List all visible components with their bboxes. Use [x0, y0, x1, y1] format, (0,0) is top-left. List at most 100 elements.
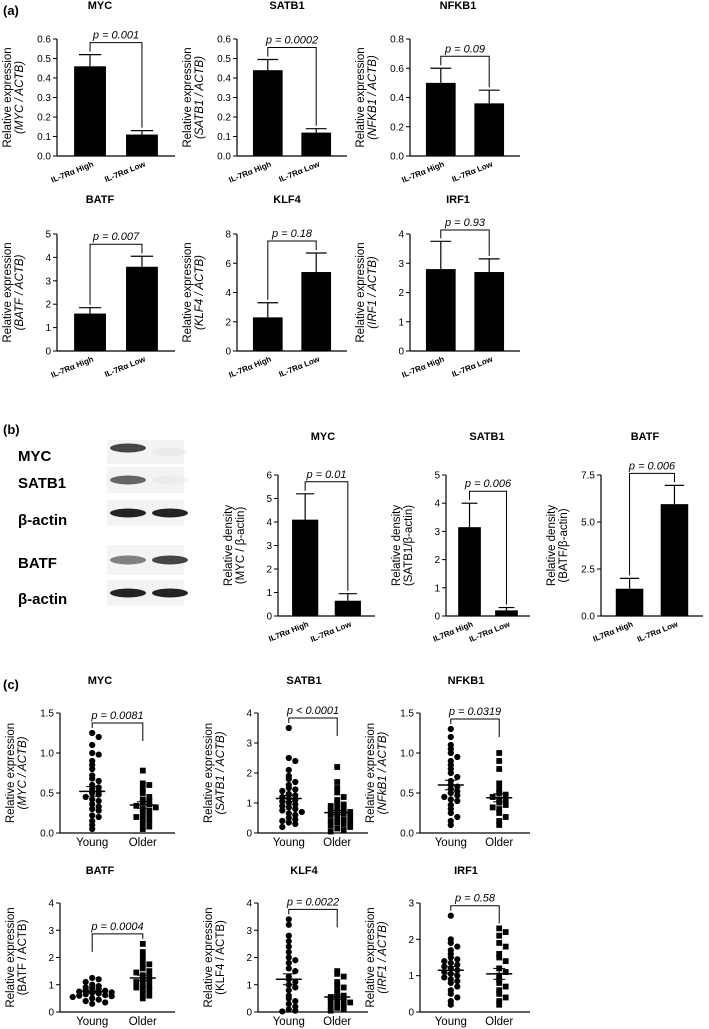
data-point-young [285, 995, 292, 1002]
y-axis-label: Relative expression [355, 242, 367, 342]
x-tick-label: Older [129, 1016, 157, 1028]
data-point-young [95, 996, 102, 1003]
data-point-young [292, 778, 299, 786]
blot-row-2: β-actin [18, 500, 188, 529]
data-point-older [496, 806, 503, 812]
y-tick-label: 3 [246, 926, 252, 937]
data-point-young [454, 773, 461, 781]
data-point-older [146, 818, 153, 824]
data-point-older [133, 802, 140, 809]
y-tick-label: 2 [398, 288, 404, 299]
data-point-young [89, 765, 96, 773]
y-tick-label: 0.0 [217, 152, 231, 163]
data-point-young [279, 802, 286, 810]
y-axis-label: Relative expression [5, 723, 17, 823]
bar [425, 82, 456, 156]
data-point-older [502, 994, 509, 1001]
data-point-older [139, 796, 146, 803]
y-tick-label: 2 [45, 300, 51, 311]
data-point-young [279, 798, 286, 805]
y-tick-label: 1 [398, 317, 404, 328]
data-point-young [285, 819, 292, 826]
data-point-young [292, 801, 299, 808]
data-point-young [292, 957, 299, 964]
data-point-older [340, 821, 347, 827]
data-point-older [334, 789, 341, 796]
chart-batf: BATF Relative expression (BATF / ACTB) 0 1 2 3… [2, 194, 175, 380]
data-point-young [454, 994, 461, 1001]
y-tick-label: 2 [266, 565, 272, 576]
y-tick-label: 0.1 [37, 132, 51, 143]
y-tick-label: 4 [434, 499, 440, 510]
data-point-young [292, 757, 299, 765]
data-point-young [292, 816, 299, 823]
data-point-young [441, 974, 448, 981]
y-tick-label: 0.3 [217, 93, 231, 104]
y-axis-label: Relative density [546, 505, 558, 586]
y-tick-label: 0.6 [37, 35, 51, 46]
data-point-older [502, 983, 509, 990]
y-axis-label: Relative expression [182, 242, 194, 342]
bar [252, 317, 283, 351]
chart-title: IRF1 [446, 194, 470, 206]
data-point-older [340, 984, 347, 991]
data-point-young [82, 998, 89, 1005]
x-tick-label: Older [323, 1016, 351, 1028]
data-point-older [146, 992, 153, 999]
chart-irf1: IRF1 Relative expression (IRF1 / ACTB) 0 1 2 3… [355, 194, 520, 380]
data-point-young [447, 769, 454, 777]
data-point-older [496, 758, 503, 764]
y-tick-label: 3 [434, 527, 440, 538]
data-point-older [334, 970, 341, 977]
data-point-young [298, 808, 305, 816]
data-point-young [285, 784, 292, 792]
x-tick-label: Older [323, 837, 351, 849]
y-tick-label: 0 [48, 1008, 54, 1019]
data-point-older [146, 807, 153, 814]
chart-satb1: SATB1 Relative expression (SATB1 / ACTB) 0.… [182, 0, 347, 185]
data-point-young [285, 804, 292, 811]
data-point-young [285, 932, 292, 939]
significance-bracket [288, 908, 338, 928]
y-tick-label: 6 [225, 259, 231, 270]
data-point-young [279, 787, 286, 795]
data-point-older [139, 940, 146, 947]
data-point-older [139, 985, 146, 992]
data-point-young [292, 1007, 299, 1014]
data-point-young [285, 724, 292, 732]
y-tick-label: 0.3 [37, 93, 51, 104]
data-point-young [285, 1000, 292, 1007]
data-point-older [139, 790, 146, 796]
bar [252, 70, 283, 156]
data-point-older [340, 794, 347, 800]
x-tick-label: IL-7Rα High [50, 354, 95, 379]
chart-myc: MYC Relative expression (MYC / ACTB) 0.0 0.1… [2, 0, 175, 185]
y-tick-label: 0 [246, 829, 252, 840]
data-point-older [496, 799, 503, 806]
data-point-older [496, 990, 503, 997]
data-point-young [82, 793, 89, 801]
data-point-young [454, 956, 461, 963]
p-value: p < 0.0001 [286, 705, 339, 717]
significance-bracket [89, 42, 143, 128]
data-point-older [496, 950, 503, 957]
bar [301, 272, 332, 351]
blot-row-0: MYC [18, 440, 188, 465]
y-tick-label: 1 [266, 588, 272, 599]
y-tick-label: 8 [225, 230, 231, 241]
x-tick-label: IL-7Rα Low [451, 354, 495, 379]
data-point-older [146, 973, 153, 980]
y-tick-label: 0.8 [390, 35, 404, 46]
data-point-older [139, 786, 146, 792]
y-tick-label: 4 [398, 230, 404, 241]
y-tick-label: 3 [398, 259, 404, 270]
data-point-young [95, 797, 102, 805]
data-point-older [347, 999, 354, 1006]
y-tick-label: 0.2 [217, 113, 231, 124]
data-point-older [327, 807, 334, 814]
p-value: p = 0.007 [92, 231, 140, 243]
data-point-older [139, 990, 146, 996]
data-point-young [454, 943, 461, 950]
data-point-older [327, 828, 334, 835]
chart-nfkb1: NFKB1 Relative expression (NFKB1 / ACTB) 0.… [355, 0, 520, 185]
